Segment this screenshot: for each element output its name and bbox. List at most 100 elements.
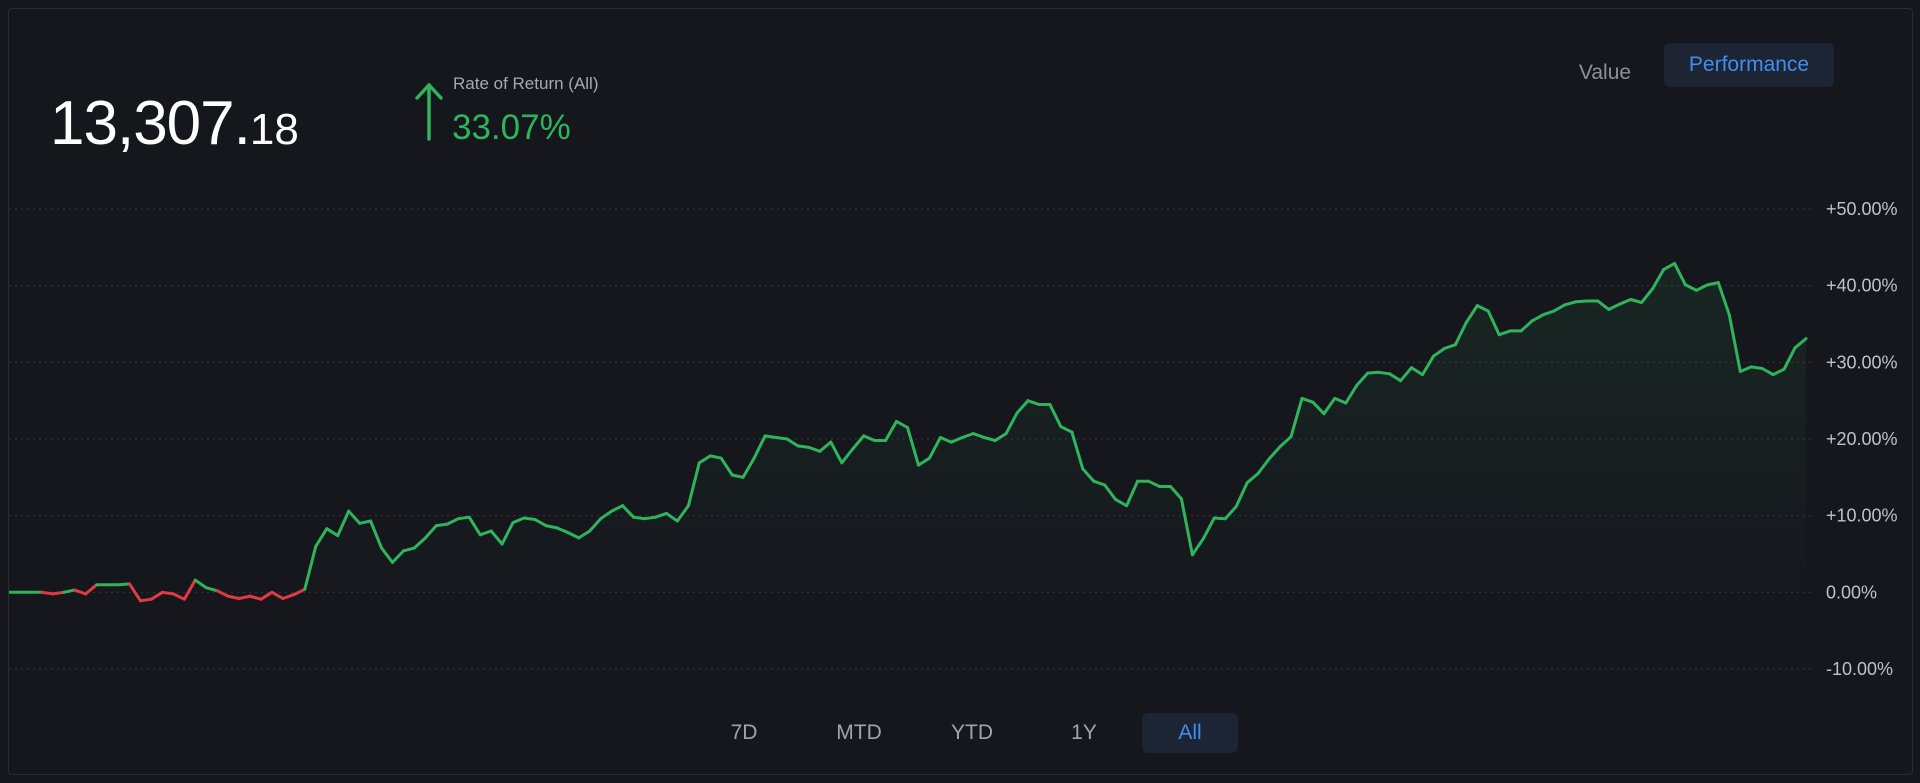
line-segment (533, 518, 548, 528)
line-segment (292, 587, 307, 597)
line-segment (1377, 370, 1392, 376)
line-segment (1081, 467, 1096, 483)
line-segment (1015, 399, 1030, 415)
line-segment (993, 432, 1008, 442)
line-segment (314, 527, 329, 548)
line-segment (380, 546, 394, 564)
y-tick-label: -10.00% (1826, 659, 1893, 679)
line-segment (1574, 299, 1589, 304)
line-segment (1640, 287, 1655, 304)
line-segment (807, 445, 822, 453)
line-segment (1333, 396, 1348, 405)
line-segment (1366, 370, 1381, 375)
line-segment (927, 436, 942, 460)
line-segment (1103, 483, 1118, 502)
period-button-ytd[interactable]: YTD (951, 721, 993, 744)
line-segment (1727, 313, 1742, 373)
line-segment (204, 586, 219, 593)
line-segment (829, 440, 844, 465)
line-segment (1223, 505, 1238, 521)
line-segment (1760, 367, 1775, 377)
line-segment (599, 509, 614, 521)
line-segment (566, 531, 581, 540)
line-segment (281, 593, 296, 600)
line-segment (610, 504, 625, 513)
line-segment (1234, 481, 1249, 508)
line-segment (851, 434, 866, 451)
performance-toggle-button[interactable]: Performance (1664, 43, 1834, 87)
line-segment (1048, 403, 1063, 429)
line-segment (697, 454, 712, 465)
line-segment (1793, 337, 1808, 350)
line-segment (467, 515, 482, 537)
period-button-all[interactable]: All (1142, 713, 1238, 753)
line-segment (1530, 313, 1545, 323)
line-segment (270, 590, 285, 600)
line-segment (906, 426, 920, 467)
line-segment (719, 456, 734, 477)
balance-integer: 13,307. (50, 89, 251, 158)
line-segment (412, 536, 427, 550)
line-segment (84, 583, 99, 596)
period-button-7d[interactable]: 7D (730, 721, 758, 744)
line-segment (1125, 479, 1140, 508)
line-segment (1169, 485, 1183, 501)
rate-of-return-value: 33.07% (452, 108, 571, 147)
line-segment (1552, 303, 1567, 313)
line-segment (1464, 304, 1479, 324)
line-segment (1388, 372, 1403, 383)
line-segment (336, 509, 351, 538)
line-segment (741, 456, 756, 479)
line-segment (1179, 497, 1194, 557)
line-segment (982, 436, 997, 442)
line-segment (160, 590, 175, 596)
line-segment (1245, 472, 1260, 485)
line-segment (259, 590, 274, 601)
line-segment (895, 419, 909, 429)
y-tick-label: +40.00% (1826, 276, 1898, 296)
line-segment (1618, 298, 1633, 306)
line-segment (1673, 261, 1687, 287)
portfolio-chart-card: 13,307.18 Rate of Return (All) 33.07% Va… (8, 8, 1913, 775)
line-segment (763, 434, 778, 439)
line-segment (654, 511, 668, 519)
line-segment (1716, 281, 1731, 317)
period-button-1y[interactable]: 1Y (1071, 721, 1097, 744)
y-tick-label: +50.00% (1826, 199, 1898, 219)
line-segment (1190, 537, 1205, 557)
line-segment (675, 504, 690, 523)
y-tick-label: +10.00% (1826, 506, 1898, 526)
arrow-up-icon (415, 83, 443, 141)
value-toggle-button[interactable]: Value (1578, 61, 1632, 84)
line-segment (73, 588, 88, 596)
line-segment (149, 590, 164, 601)
line-segment (182, 578, 197, 601)
y-tick-label: 0.00% (1826, 582, 1877, 602)
line-segment (1771, 367, 1786, 377)
line-segment (1749, 365, 1764, 370)
line-segment (862, 434, 877, 442)
line-segment (664, 511, 679, 523)
line-segment (511, 516, 526, 525)
line-segment (1684, 283, 1698, 292)
line-segment (1212, 516, 1227, 521)
line-segment (555, 526, 570, 534)
line-segment (139, 597, 153, 603)
line-segment (938, 436, 953, 444)
line-segment (774, 436, 789, 441)
line-segment (215, 589, 230, 598)
rate-of-return-label: Rate of Return (All) (453, 74, 599, 93)
line-segment (303, 544, 318, 591)
balance-decimal: 18 (249, 105, 299, 154)
y-tick-label: +20.00% (1826, 429, 1898, 449)
line-segment (818, 440, 833, 453)
line-segment (1519, 319, 1534, 333)
line-segment (1607, 302, 1622, 311)
line-segment (1782, 346, 1797, 371)
line-segment (971, 432, 986, 439)
line-segment (1486, 309, 1501, 337)
period-button-mtd[interactable]: MTD (836, 721, 882, 744)
performance-chart: +50.00% +40.00% +30.00% +20.00% +10.00% 0.00%… (9, 199, 1898, 679)
line-segment (1256, 457, 1271, 475)
line-segment (1738, 365, 1753, 373)
